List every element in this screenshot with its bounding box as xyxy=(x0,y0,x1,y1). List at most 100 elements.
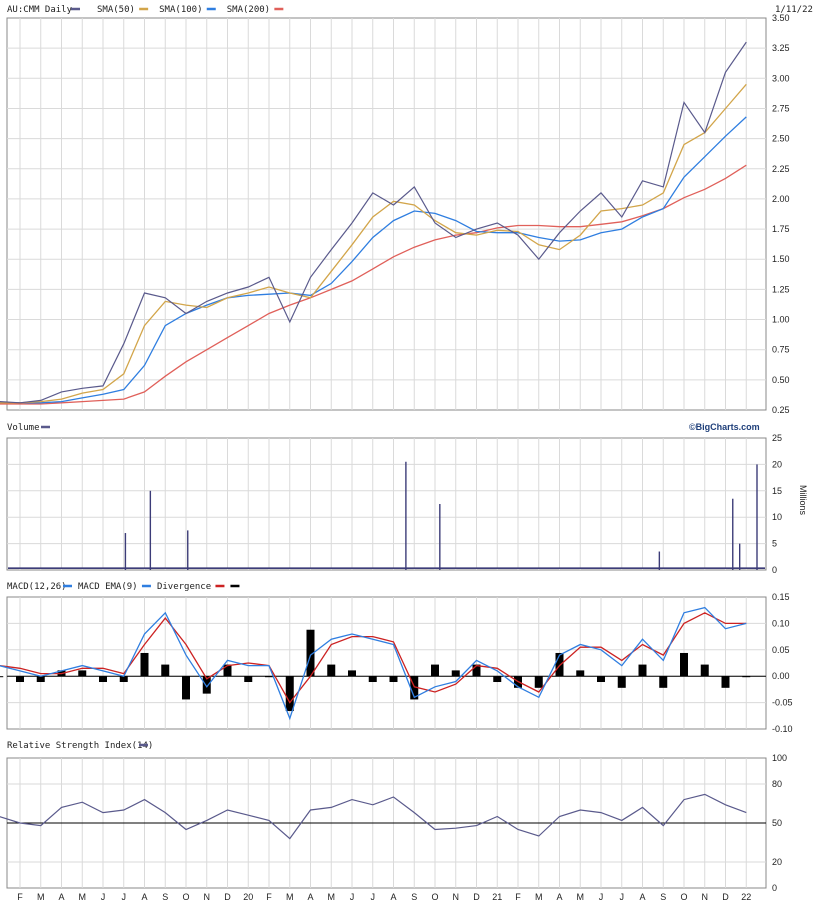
price-tick-label: 1.00 xyxy=(772,315,790,325)
header-strip xyxy=(0,0,813,16)
price-tick-label: 3.00 xyxy=(772,73,790,83)
macd-frame xyxy=(6,596,767,730)
x-axis-label: 22 xyxy=(741,892,751,902)
legend-label-sma: SMA(50) xyxy=(97,5,135,15)
macd-divergence-bar xyxy=(78,670,87,677)
price-tick-label: 2.75 xyxy=(772,103,790,113)
macd-divergence-bar xyxy=(182,676,190,700)
macd-tick-label: 0.00 xyxy=(772,671,790,681)
volume-title: Volume xyxy=(7,423,40,433)
macd-divergence-bar xyxy=(576,670,585,677)
macd-divergence-bar xyxy=(36,676,45,683)
volume-tick-label: 20 xyxy=(772,459,782,469)
rsi-line xyxy=(0,793,747,840)
macd-divergence-bar xyxy=(306,629,315,677)
macd-divergence-bar xyxy=(700,664,709,677)
macd-divergence-bar xyxy=(348,670,356,677)
volume-panel: Volume ©BigCharts.com Millions 25 20 15 10 5… xyxy=(6,422,808,575)
price-tick-label: 2.50 xyxy=(772,134,790,144)
x-axis-label: S xyxy=(162,892,168,902)
price-tick-label: 1.75 xyxy=(772,224,790,234)
macd-divergence-bar xyxy=(140,652,149,677)
x-axis-label: N xyxy=(702,892,709,902)
price-panel: 3.50 3.25 3.00 2.75 2.50 2.25 2.00 1.75 1.50 1.25… xyxy=(0,13,790,415)
legend-label-sma: SMA(200) xyxy=(227,5,270,15)
x-axis-label: N xyxy=(204,892,211,902)
x-axis-label: O xyxy=(431,892,438,902)
x-axis-label: A xyxy=(141,892,147,902)
bigcharts-brand: ©BigCharts.com xyxy=(689,422,760,432)
x-axis: F M A M J J A S O N D 20 F M A M J J A S O N D 21 F M A M J J A S O N D 22 xyxy=(17,892,751,902)
x-axis-label: J xyxy=(620,892,625,902)
x-axis-label: F xyxy=(266,892,272,902)
macd-divergence-bar xyxy=(472,664,481,677)
macd-divergence-bar xyxy=(285,676,294,712)
volume-frame xyxy=(6,437,767,571)
macd-divergence-bar xyxy=(451,670,460,677)
macd-tick-label: -0.10 xyxy=(772,724,793,734)
price-tick-label: 3.50 xyxy=(772,13,790,23)
x-axis-label: J xyxy=(371,892,376,902)
x-axis-label: M xyxy=(286,892,294,902)
price-tick-label: 1.25 xyxy=(772,284,790,294)
x-axis-label: D xyxy=(473,892,480,902)
volume-tick-label: 0 xyxy=(772,565,777,575)
price-series-sma xyxy=(0,164,747,405)
macd-divergence-bar xyxy=(119,676,128,683)
rsi-tick-label: 100 xyxy=(772,753,787,763)
macd-tick-label: -0.05 xyxy=(772,698,793,708)
x-axis-label: M xyxy=(79,892,87,902)
x-axis-label: D xyxy=(722,892,729,902)
rsi-panel: Relative Strength Index(14) 100 80 50 20 0 xyxy=(0,741,787,893)
x-axis-label: O xyxy=(182,892,189,902)
macd-tick-label: 0.10 xyxy=(772,618,790,628)
volume-tick-label: 10 xyxy=(772,512,782,522)
price-tick-label: 0.25 xyxy=(772,405,790,415)
price-tick-label: 0.75 xyxy=(772,345,790,355)
legend-label-sma: SMA(100) xyxy=(159,5,202,15)
macd-tick-label: 0.15 xyxy=(772,592,790,602)
x-axis-label: F xyxy=(515,892,521,902)
x-axis-label: J xyxy=(599,892,604,902)
price-tick-label: 2.00 xyxy=(772,194,790,204)
x-axis-label: F xyxy=(17,892,23,902)
macd-divergence-bar xyxy=(16,676,24,683)
macd-divergence-bar xyxy=(617,676,626,688)
macd-divergence-bar xyxy=(410,676,419,700)
price-series-close xyxy=(0,41,747,404)
macd-divergence-bar xyxy=(638,664,647,677)
rsi-tick-label: 50 xyxy=(772,818,782,828)
macd-title: MACD(12,26) xyxy=(7,582,67,592)
macd-divergence-bar xyxy=(327,664,336,677)
x-axis-label: J xyxy=(122,892,127,902)
macd-divergence-bar xyxy=(555,652,564,677)
macd-divergence-bar xyxy=(493,676,502,683)
price-tick-label: 2.25 xyxy=(772,164,790,174)
rsi-tick-label: 0 xyxy=(772,883,777,893)
macd-divergence-bar xyxy=(742,676,751,678)
macd-divergence-bar xyxy=(99,676,107,683)
macd-divergence-bar xyxy=(431,664,439,677)
x-axis-label: A xyxy=(639,892,645,902)
x-axis-label: A xyxy=(556,892,562,902)
volume-baseline-bars xyxy=(8,567,765,569)
macd-divergence-bar xyxy=(721,676,730,688)
volume-tick-label: 15 xyxy=(772,486,782,496)
macd-divergence-bar xyxy=(389,676,398,683)
macd-signal-line xyxy=(0,612,747,704)
price-legend: SMA(50) SMA(100) SMA(200) xyxy=(97,5,284,15)
x-axis-label: J xyxy=(101,892,106,902)
macd-divergence-bar xyxy=(659,676,668,688)
macd-divergence-bar xyxy=(534,676,543,688)
macd-divergence-bar xyxy=(368,676,377,683)
x-axis-label: S xyxy=(660,892,666,902)
x-axis-label: N xyxy=(453,892,460,902)
rsi-tick-label: 20 xyxy=(772,857,782,867)
x-axis-label: M xyxy=(577,892,585,902)
volume-unit-label: Millions xyxy=(798,485,808,516)
x-axis-label: A xyxy=(307,892,313,902)
macd-divergence-bar xyxy=(680,652,688,677)
macd-divergence-bar xyxy=(597,676,605,683)
rsi-title: Relative Strength Index(14) xyxy=(7,741,153,751)
